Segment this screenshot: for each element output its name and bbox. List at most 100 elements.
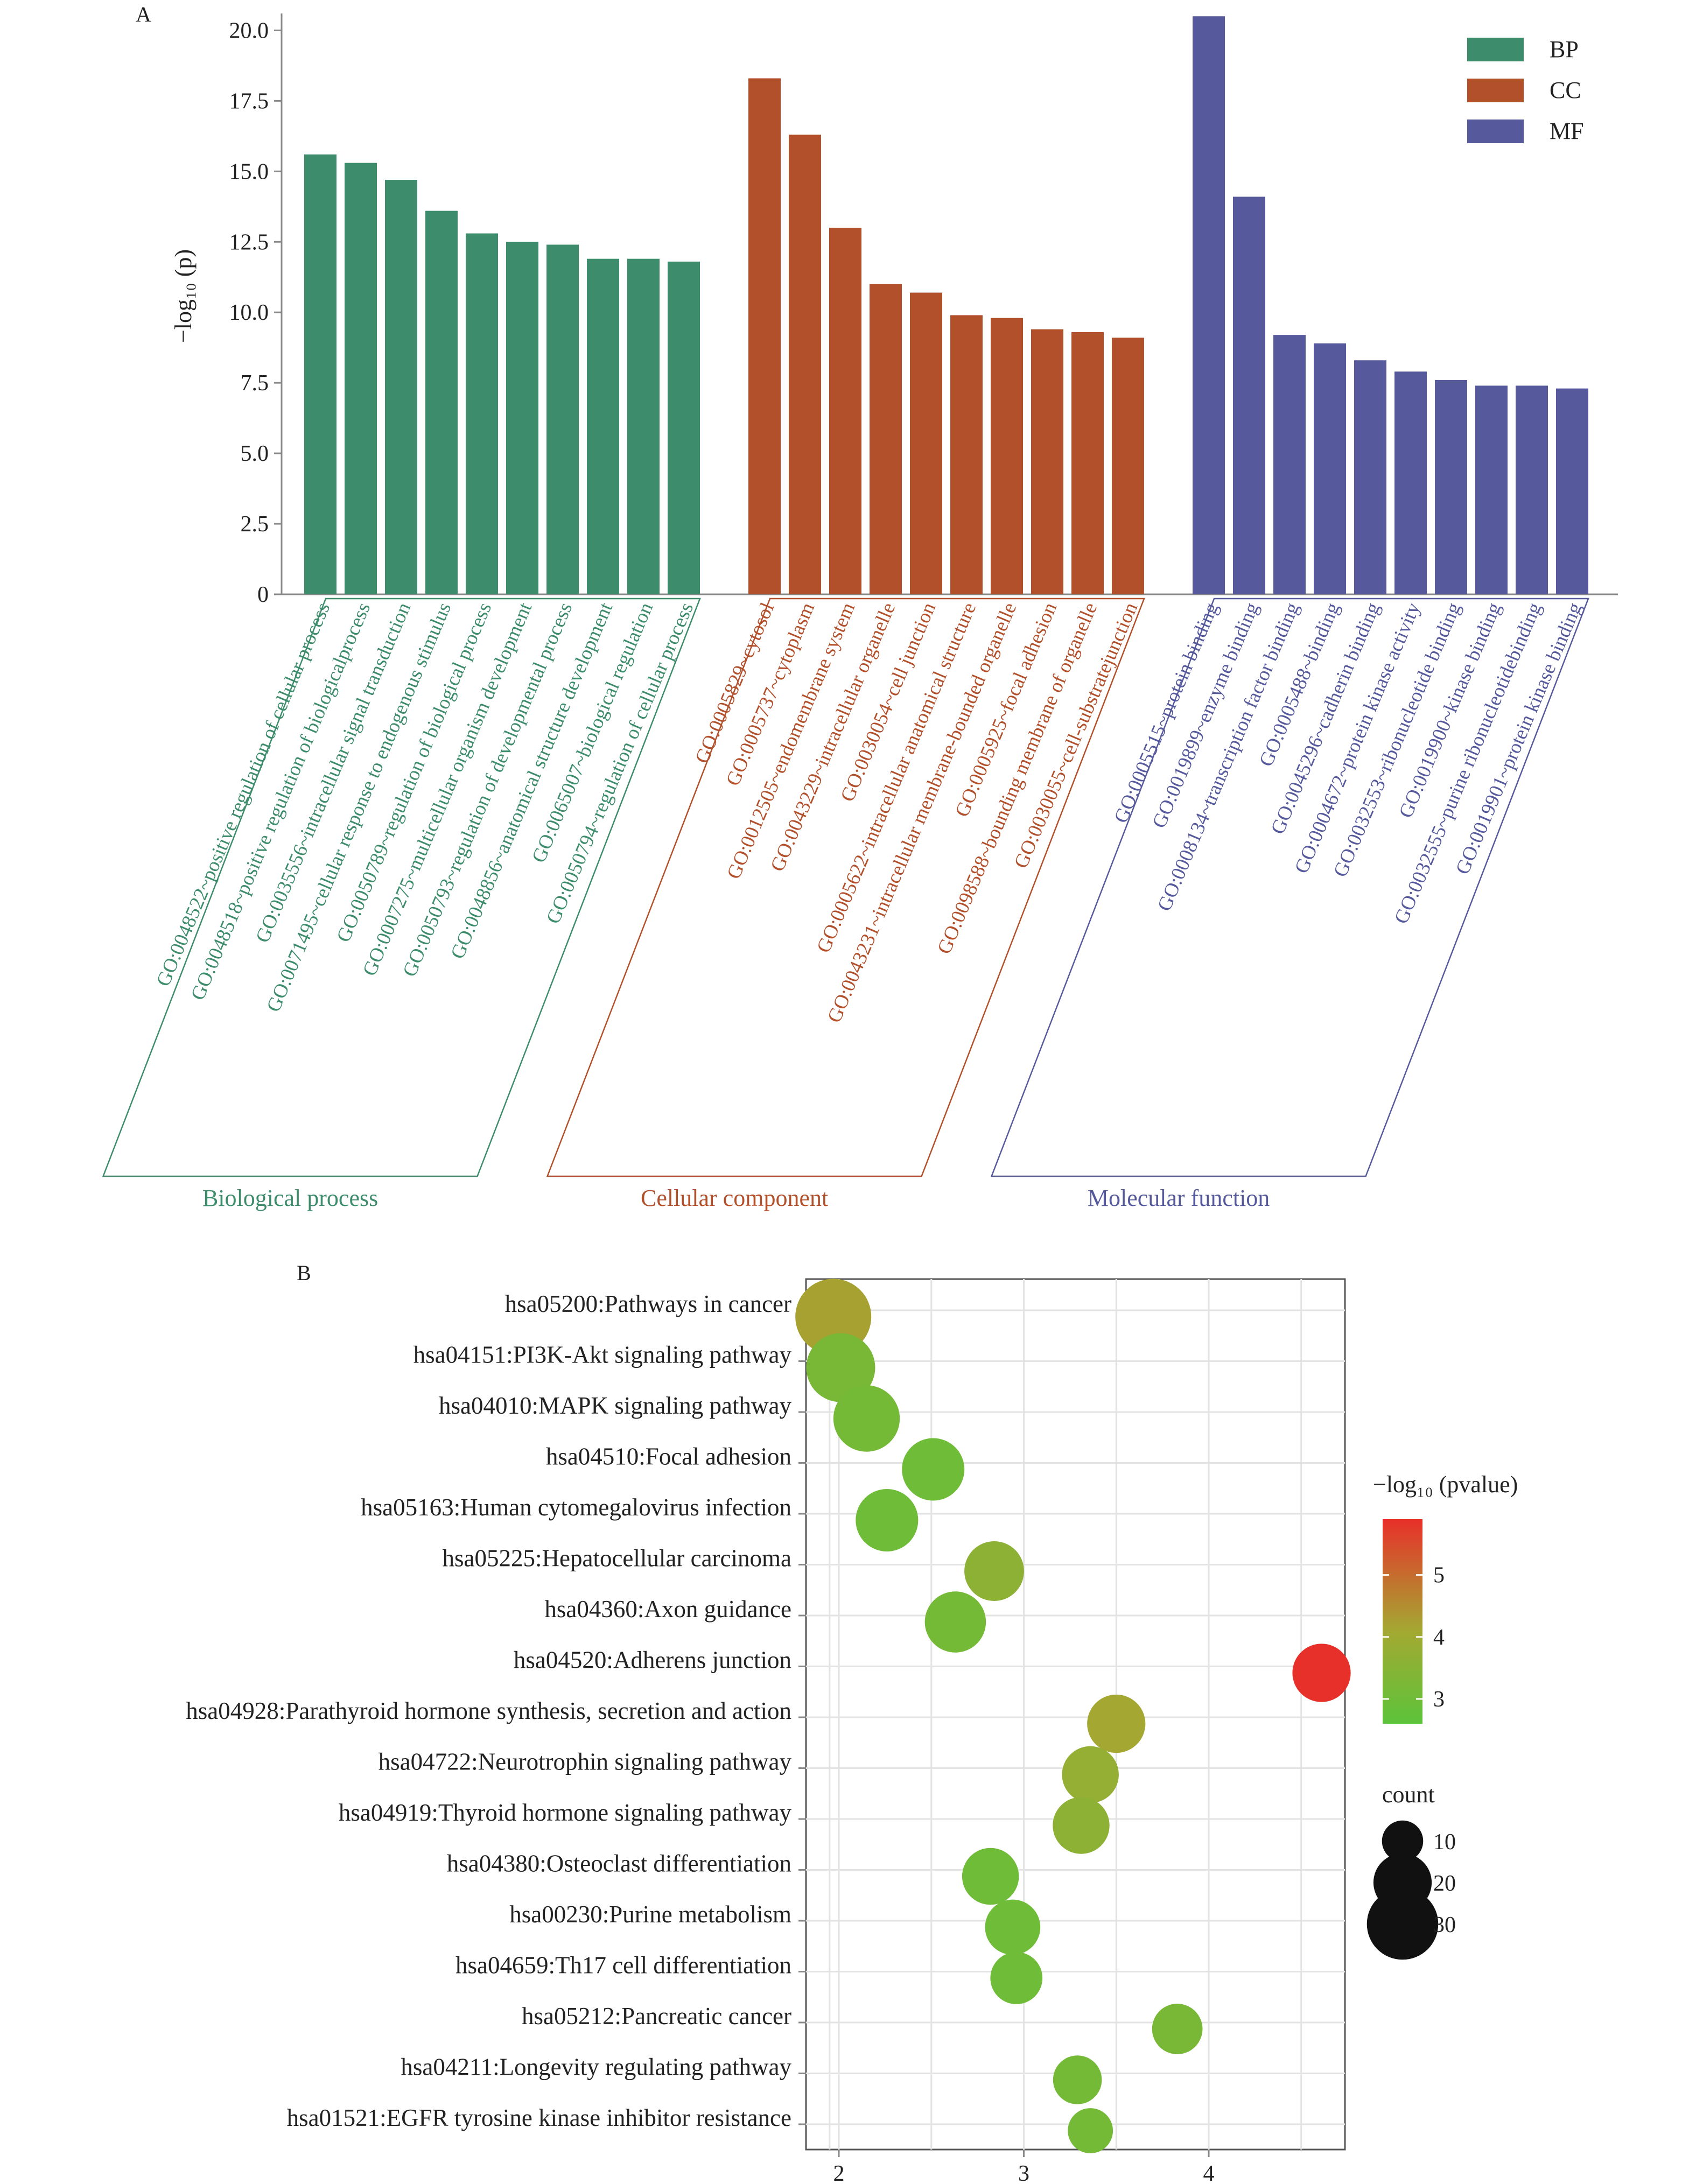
bar-cc <box>829 228 861 595</box>
bar-bp <box>425 210 458 594</box>
panel-b-dot-plot: B hsa05200:Pathways in cancer hsa04151:PI… <box>186 1261 1518 2184</box>
group-title-mf: Molecular function <box>1088 1185 1270 1211</box>
y-tick-label: 5.0 <box>241 441 269 466</box>
size-legend-label: 30 <box>1433 1913 1456 1937</box>
point <box>990 1952 1043 2004</box>
bar-mf <box>1233 196 1265 594</box>
bar-cc <box>870 284 902 594</box>
x-tick-label: 4 <box>1203 2161 1215 2184</box>
bar-mf <box>1475 385 1508 594</box>
y-tick-label: 20.0 <box>229 18 269 43</box>
y-tick-label: 2.5 <box>241 512 269 537</box>
bar-bp <box>668 261 700 595</box>
group-boxes: Biological process Cellular component Mole… <box>102 598 1589 1211</box>
legend-swatch-cc <box>1467 79 1524 102</box>
color-tick-label: 3 <box>1433 1687 1445 1712</box>
pathway-label: hsa04360:Axon guidance <box>544 1596 791 1623</box>
pathway-label: hsa04722:Neurotrophin signaling pathway <box>379 1748 792 1775</box>
group-title-cc: Cellular component <box>641 1185 828 1211</box>
point <box>1292 1644 1351 1702</box>
legend: BP CC MF <box>1467 36 1584 144</box>
pathway-label: hsa00230:Purine metabolism <box>509 1901 791 1928</box>
color-legend: −log₁₀ (pvalue) 3 4 5 <box>1373 1471 1518 1724</box>
point <box>806 1333 875 1402</box>
point <box>1152 2004 1203 2054</box>
bar-cc <box>1112 338 1144 594</box>
pathway-label: hsa05200:Pathways in cancer <box>505 1290 791 1317</box>
y-tick-label: 0 <box>257 582 269 607</box>
size-legend-title: count <box>1382 1781 1435 1808</box>
legend-swatch-bp <box>1467 38 1524 61</box>
bar-mf <box>1435 380 1467 594</box>
pathway-label: hsa04151:PI3K-Akt signaling pathway <box>414 1342 792 1368</box>
bar-mf <box>1556 388 1588 594</box>
point <box>1062 1746 1119 1803</box>
bar-mf <box>1273 335 1306 594</box>
pathway-label: hsa01521:EGFR tyrosine kinase inhibitor … <box>287 2104 791 2131</box>
panel-a-label: A <box>136 2 151 26</box>
legend-swatch-mf <box>1467 120 1524 143</box>
pathway-label: hsa04919:Thyroid hormone signaling pathw… <box>339 1799 792 1826</box>
pathway-label: hsa04380:Osteoclast differentiation <box>447 1850 791 1877</box>
size-legend-label: 10 <box>1433 1830 1456 1855</box>
bar-mf <box>1314 343 1346 594</box>
point <box>833 1385 900 1452</box>
bar-cc <box>1031 329 1063 594</box>
bar-bp <box>385 180 417 595</box>
y-ticks: 0 2.5 5.0 7.5 10.0 12.5 15.0 17.5 20.0 <box>229 18 282 607</box>
size-legend-dot <box>1366 1888 1439 1960</box>
pathway-label: hsa04520:Adherens junction <box>514 1647 791 1674</box>
point <box>1068 2108 1113 2153</box>
legend-label-cc: CC <box>1550 77 1581 103</box>
bars <box>304 16 1588 595</box>
bar-cc <box>789 135 821 594</box>
legend-label-mf: MF <box>1550 118 1584 144</box>
bar-cc <box>950 315 983 594</box>
point <box>902 1438 965 1501</box>
color-tick-label: 5 <box>1433 1563 1445 1588</box>
bar-cc <box>910 292 942 594</box>
y-tick-label: 12.5 <box>229 230 269 255</box>
y-tick-label: 10.0 <box>229 300 269 325</box>
y-axis-label: −log₁₀ (p) <box>170 249 197 343</box>
bar-bp <box>304 154 337 595</box>
bar-bp <box>345 163 377 594</box>
group-title-bp: Biological process <box>202 1185 378 1211</box>
pathway-label: hsa05225:Hepatocellular carcinoma <box>443 1545 792 1572</box>
point <box>985 1899 1041 1955</box>
point <box>1053 1797 1110 1854</box>
bar-category-labels: GO:0048522~positive regulation of cellul… <box>152 599 1587 1026</box>
point <box>962 1848 1019 1905</box>
panel-b-label: B <box>297 1261 311 1285</box>
y-tick-label: 17.5 <box>229 89 269 114</box>
color-tick-label: 4 <box>1433 1625 1445 1650</box>
bar-mf <box>1394 371 1427 594</box>
bar-mf <box>1193 16 1225 594</box>
bar-cc <box>1071 332 1104 594</box>
points <box>795 1279 1351 2153</box>
y-tick-label: 15.0 <box>229 159 269 184</box>
pathway-labels: hsa05200:Pathways in cancer hsa04151:PI3K… <box>186 1290 806 2131</box>
bar-bp <box>546 244 579 594</box>
color-legend-title: −log₁₀ (pvalue) <box>1373 1471 1518 1498</box>
pathway-label: hsa04010:MAPK signaling pathway <box>439 1392 791 1419</box>
x-tick-label: 2 <box>833 2161 845 2184</box>
pathway-label: hsa05212:Pancreatic cancer <box>522 2003 791 2029</box>
pathway-label: hsa04928:Parathyroid hormone synthesis, … <box>186 1697 791 1724</box>
pathway-label: hsa04510:Focal adhesion <box>546 1443 791 1470</box>
point <box>924 1591 986 1653</box>
group-frame-mf <box>990 598 1589 1177</box>
size-legend: count 10 20 30 <box>1366 1781 1456 1960</box>
legend-label-bp: BP <box>1550 36 1579 62</box>
point <box>856 1488 919 1552</box>
bar-bp <box>466 233 498 594</box>
pathway-label: hsa04211:Longevity regulating pathway <box>401 2054 791 2081</box>
y-tick-label: 7.5 <box>241 371 269 396</box>
bar-cc <box>991 318 1023 594</box>
point <box>964 1541 1024 1601</box>
group-frame-cc <box>546 598 1145 1177</box>
x-tick-label: 3 <box>1018 2161 1029 2184</box>
group-frame-bp <box>102 598 701 1177</box>
bar-bp <box>587 258 619 594</box>
